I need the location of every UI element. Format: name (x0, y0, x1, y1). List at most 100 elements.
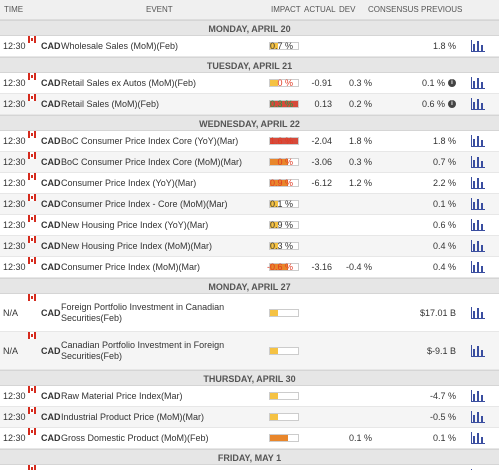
event-row[interactable]: 12:30 CAD Consumer Price Index - Core (MoM… (0, 194, 499, 215)
header-impact: IMPACT (271, 5, 301, 14)
chart-icon[interactable] (471, 173, 485, 193)
event-row[interactable]: N/A CAD Foreign Portfolio Investment in Ca… (0, 294, 499, 332)
event-time: N/A (3, 307, 19, 318)
canada-flag-icon (28, 386, 36, 393)
event-row[interactable]: 12:30 CAD Wholesale Sales (MoM)(Feb) 0.7 % 1… (0, 36, 499, 57)
actual-value: 0.1 % (269, 199, 293, 209)
event-row[interactable]: 12:30 CAD Retail Sales ex Autos (MoM)(Feb)… (0, 73, 499, 94)
event-time: 12:30 (3, 262, 26, 272)
deviation-value: 0.13 (314, 99, 332, 109)
event-row[interactable]: 12:30 CAD Raw Material Price Index(Mar) -4.… (0, 386, 499, 407)
previous-value: -0.5 % (430, 407, 456, 427)
chart-icon[interactable] (471, 465, 485, 470)
event-name[interactable]: Industrial Product Price (MoM)(Mar) (61, 412, 205, 422)
event-row[interactable]: 12:30 CAD New Housing Price Index (YoY)(Ma… (0, 215, 499, 236)
header-time: TIME (4, 5, 24, 14)
event-name[interactable]: Wholesale Sales (MoM)(Feb) (61, 41, 179, 51)
event-name[interactable]: Retail Sales ex Autos (MoM)(Feb) (61, 78, 197, 88)
chart-icon[interactable] (471, 386, 485, 406)
chart-icon[interactable] (471, 257, 485, 277)
impact-indicator (269, 386, 299, 406)
canada-flag-icon (28, 407, 36, 414)
event-row[interactable]: 12:30 CAD Consumer Price Index (MoM)(Mar) -… (0, 257, 499, 278)
event-row[interactable]: 12:30 CAD Gross Domestic Product (MoM)(Feb… (0, 428, 499, 449)
event-name[interactable]: Consumer Price Index - Core (MoM)(Mar) (61, 199, 228, 209)
consensus-value: 0.1 % (348, 433, 372, 443)
event-row[interactable]: 12:30 CAD BoC Consumer Price Index Core (Y… (0, 131, 499, 152)
canada-flag-icon (28, 215, 36, 222)
chart-icon[interactable] (471, 73, 485, 93)
event-row[interactable]: 12:30 CAD Industrial Product Price (MoM)(M… (0, 407, 499, 428)
chart-icon[interactable] (471, 36, 485, 56)
event-name[interactable]: Gross Domestic Product (MoM)(Feb) (61, 433, 209, 443)
canada-flag-icon (28, 131, 36, 138)
event-name[interactable]: New Housing Price Index (YoY)(Mar) (61, 220, 209, 230)
consensus-value: 0.3 % (348, 78, 372, 88)
event-currency: CAD (41, 199, 61, 209)
event-row[interactable]: 12:30 CAD Retail Sales (MoM)(Feb) 0.3 % 0.13… (0, 94, 499, 115)
event-currency: CAD (41, 412, 61, 422)
previous-value: 0.1 % (433, 194, 456, 214)
actual-value: 1.6 % (269, 136, 293, 146)
event-row[interactable]: 13:30 CADMarkit Manufacturing PMI(Apr) 46.… (0, 465, 499, 470)
event-name[interactable]: Consumer Price Index (MoM)(Mar) (61, 262, 201, 272)
info-icon[interactable]: i (448, 100, 456, 108)
event-name[interactable]: Markit Manufacturing PMI(Apr) (61, 465, 184, 470)
event-row[interactable]: N/A CAD Canadian Portfolio Investment in F… (0, 332, 499, 370)
chart-icon[interactable] (471, 215, 485, 235)
event-currency: CAD (41, 157, 61, 167)
calendar-body: MONDAY, APRIL 20 12:30 CAD Wholesale Sales … (0, 20, 499, 470)
previous-value: $-9.1 B (427, 332, 456, 369)
event-time: 12:30 (3, 178, 26, 188)
event-name[interactable]: New Housing Price Index (MoM)(Mar) (61, 241, 213, 251)
previous-value: 0.6 % i (422, 94, 456, 114)
chart-icon[interactable] (471, 94, 485, 114)
chart-icon[interactable] (471, 407, 485, 427)
chart-icon[interactable] (471, 152, 485, 172)
event-name[interactable]: Foreign Portfolio Investment in Canadian… (61, 301, 225, 323)
chart-icon[interactable] (471, 236, 485, 256)
event-name[interactable]: Canadian Portfolio Investment in Foreign… (61, 339, 225, 361)
canada-flag-icon (28, 36, 36, 43)
event-currency: CAD (41, 262, 61, 272)
event-row[interactable]: 12:30 CAD Consumer Price Index (YoY)(Mar) 0… (0, 173, 499, 194)
event-name[interactable]: Raw Material Price Index(Mar) (61, 391, 183, 401)
chart-icon[interactable] (471, 428, 485, 448)
event-currency: CAD (41, 41, 61, 51)
previous-value: 0.1 % i (422, 73, 456, 93)
chart-icon[interactable] (471, 131, 485, 151)
event-name[interactable]: Retail Sales (MoM)(Feb) (61, 99, 160, 109)
impact-indicator (269, 428, 299, 448)
actual-value: 0.3 % (269, 99, 293, 109)
event-name[interactable]: BoC Consumer Price Index Core (MoM)(Mar) (61, 157, 243, 167)
header-previous: PREVIOUS (421, 5, 463, 14)
impact-indicator (269, 94, 299, 114)
previous-text: 0.6 % (432, 220, 456, 230)
chart-icon[interactable] (471, 332, 485, 369)
event-time: 12:30 (3, 220, 26, 230)
event-row[interactable]: 12:30 CAD BoC Consumer Price Index Core (M… (0, 152, 499, 173)
info-icon[interactable]: i (448, 79, 456, 87)
previous-value: 1.8 % (433, 36, 456, 56)
event-currency: CAD (41, 99, 61, 109)
impact-indicator (269, 152, 299, 172)
actual-value: 0.7 % (269, 41, 293, 51)
event-time: 12:30 (3, 433, 26, 443)
header-dev: DEV (339, 5, 356, 14)
header-consensus: CONSENSUS (368, 5, 419, 14)
event-time: 12:30 (3, 391, 26, 401)
event-name[interactable]: Consumer Price Index (YoY)(Mar) (61, 178, 197, 188)
event-name[interactable]: BoC Consumer Price Index Core (YoY)(Mar) (61, 136, 239, 146)
impact-indicator (269, 236, 299, 256)
event-currency: CAD (41, 220, 61, 230)
event-row[interactable]: 12:30 CAD New Housing Price Index (MoM)(Ma… (0, 236, 499, 257)
chart-icon[interactable] (471, 294, 485, 331)
canada-flag-icon (28, 332, 36, 339)
impact-indicator (269, 407, 299, 427)
chart-icon[interactable] (471, 194, 485, 214)
day-header: MONDAY, APRIL 27 (0, 278, 499, 294)
consensus-value: 1.2 % (348, 178, 372, 188)
previous-value: -4.7 % (430, 386, 456, 406)
impact-indicator (269, 194, 299, 214)
header-actual: ACTUAL (304, 5, 336, 14)
